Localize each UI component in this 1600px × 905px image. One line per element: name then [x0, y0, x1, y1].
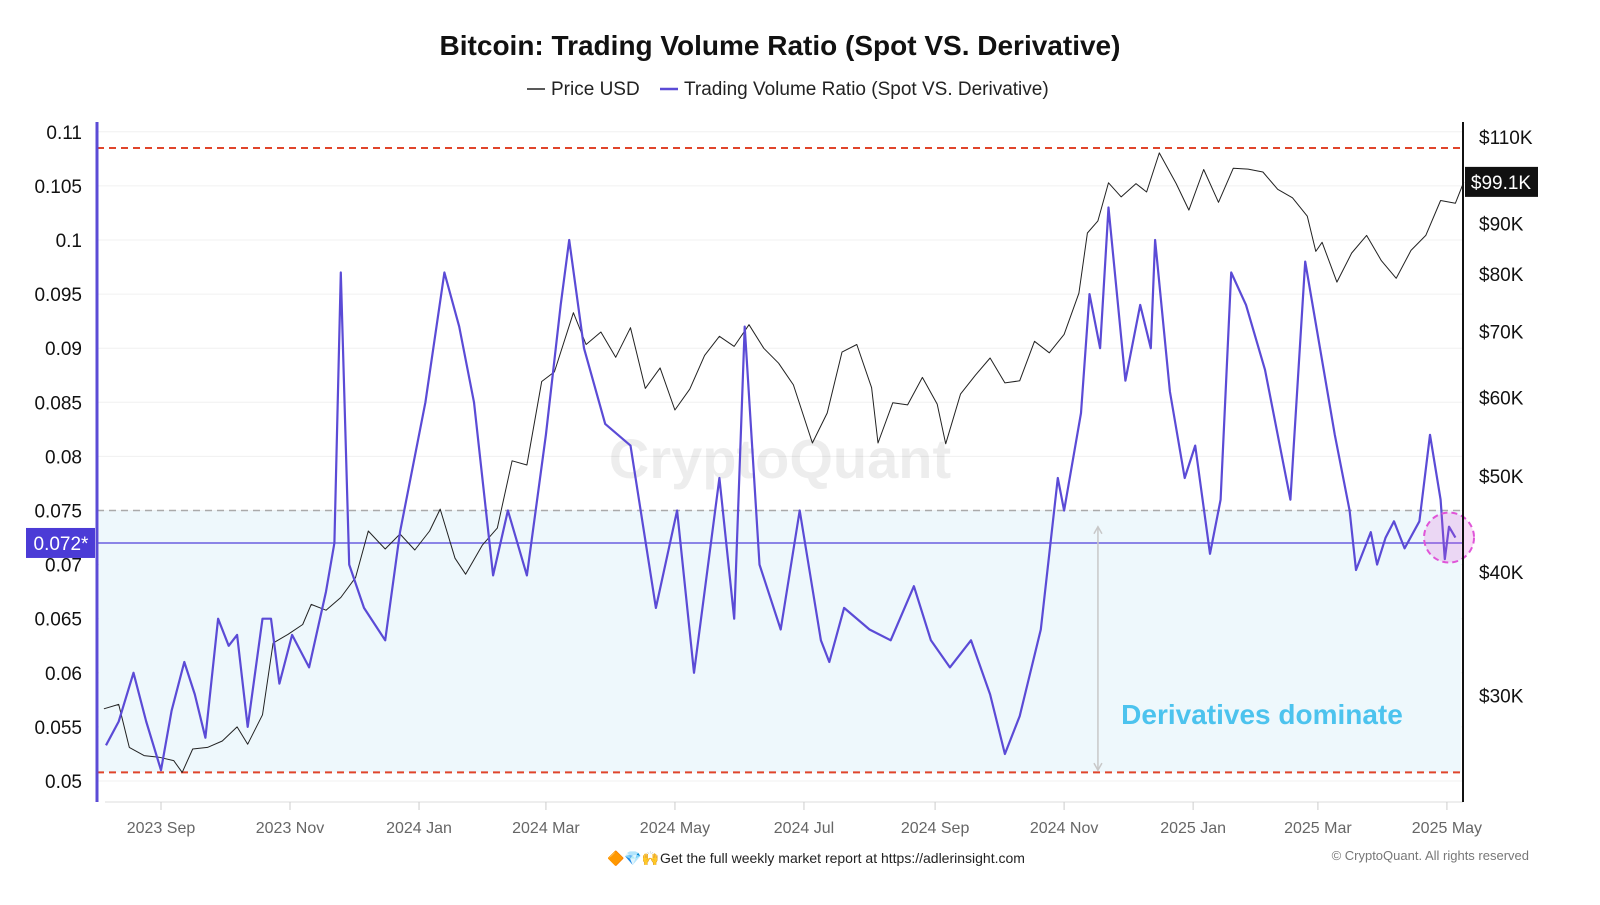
y-left-tick-label: 0.05 [45, 772, 82, 793]
y-left-tick-label: 0.1 [56, 231, 82, 252]
y-right-tick-label: $90K [1479, 214, 1524, 235]
annotation: Derivatives dominate [1093, 525, 1403, 772]
y-right-tick-label: $50K [1479, 467, 1524, 488]
watermark: CryptoQuant [609, 427, 951, 490]
y-right-tick-label: $110K [1479, 128, 1533, 149]
x-tick-label: 2024 Mar [512, 820, 580, 837]
x-tick-label: 2024 Jan [386, 820, 452, 837]
y-right-tick-label: $60K [1479, 389, 1524, 410]
y-right-tick-label: $70K [1479, 322, 1524, 343]
y-left-tick-label: 0.11 [46, 123, 82, 144]
legend: Price USD Trading Volume Ratio (Spot VS.… [527, 79, 1049, 100]
x-tick-label: 2025 Jan [1160, 820, 1226, 837]
y-left-tick-label: 0.06 [45, 664, 82, 685]
y-left-tick-label: 0.07 [45, 556, 82, 577]
series-layer [103, 152, 1476, 773]
reference-lines [97, 147, 1463, 774]
legend-ratio[interactable]: Trading Volume Ratio (Spot VS. Derivativ… [684, 79, 1049, 100]
ratio-series-line [105, 206, 1457, 772]
x-tick-label: 2023 Sep [127, 820, 196, 837]
footer: 🔶💎🙌 Get the full weekly market report at… [607, 848, 1529, 867]
y-left-tick-label: 0.065 [34, 610, 82, 631]
x-tick-label: 2024 Jul [774, 820, 835, 837]
annotation-text: Derivatives dominate [1121, 699, 1403, 730]
arrow-heads [1093, 525, 1103, 772]
current-price-badge [1465, 166, 1538, 197]
footer-promo[interactable]: Get the full weekly market report at htt… [660, 850, 1025, 866]
price-series-line [103, 152, 1465, 773]
chart-title: Bitcoin: Trading Volume Ratio (Spot VS. … [440, 30, 1121, 61]
footer-emoji: 🔶💎🙌 [607, 850, 659, 867]
y-right-tick-label: $80K [1479, 265, 1524, 286]
y-left-tick-label: 0.105 [34, 177, 82, 198]
current-ratio-label: 0.072* [34, 534, 90, 555]
derivatives-dominate-zone [99, 510, 1461, 773]
y-right-tick-label: $40K [1479, 563, 1524, 584]
x-tick-label: 2023 Nov [256, 820, 325, 837]
y-right-tick-label: $30K [1479, 687, 1524, 708]
y-left-tick-label: 0.075 [34, 502, 82, 523]
copyright: © CryptoQuant. All rights reserved [1332, 848, 1529, 863]
y-left-tick-label: 0.09 [45, 339, 82, 360]
axes: 0.110.1050.10.0950.090.0850.080.0750.070… [26, 122, 1538, 837]
x-tick-label: 2024 May [640, 820, 710, 837]
current-price-label: $99.1K [1471, 173, 1532, 194]
y-left-tick-label: 0.08 [45, 447, 82, 468]
x-tick-label: 2025 Mar [1284, 820, 1352, 837]
legend-price[interactable]: Price USD [551, 79, 640, 100]
highlight-circle [1423, 511, 1476, 564]
y-left-tick-label: 0.055 [34, 718, 82, 739]
x-tick-label: 2024 Nov [1030, 820, 1099, 837]
x-tick-label: 2025 May [1412, 820, 1482, 837]
x-tick-label: 2024 Sep [901, 820, 970, 837]
current-ratio-badge [26, 527, 95, 558]
y-left-tick-label: 0.095 [34, 285, 82, 306]
y-left-tick-label: 0.085 [34, 393, 82, 414]
